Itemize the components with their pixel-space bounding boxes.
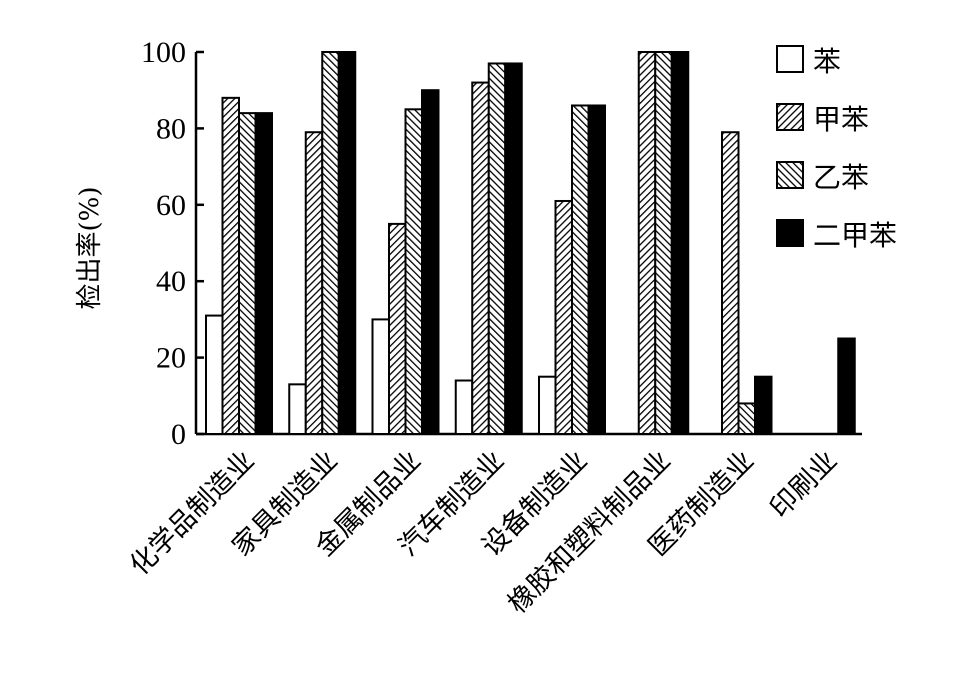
y-tick-label: 0 (171, 418, 186, 451)
legend-label: 苯 (813, 45, 841, 78)
x-tick-label: 化学品制造业 (124, 445, 260, 581)
bar (471, 81, 490, 435)
legend-swatch (776, 219, 804, 247)
bar (737, 402, 756, 436)
bar (504, 62, 523, 436)
bar (571, 104, 590, 435)
legend-label: 甲苯 (813, 103, 869, 136)
bar (337, 51, 357, 435)
y-tick-label: 20 (156, 342, 186, 375)
bar (238, 112, 257, 436)
x-tick-label: 印刷业 (764, 445, 843, 524)
bar (288, 383, 307, 435)
bars (205, 51, 856, 436)
bar (721, 131, 740, 435)
legend-swatch (776, 161, 804, 189)
bar (637, 51, 657, 435)
bar (487, 62, 507, 436)
bar (670, 51, 690, 435)
y-tick-label: 40 (156, 265, 186, 298)
y-axis-label: 检出率(%) (75, 187, 105, 310)
y-tick-label: 100 (141, 36, 186, 69)
bar (304, 131, 324, 435)
y-tick-label: 80 (156, 112, 186, 145)
bar (754, 375, 773, 436)
legend-label: 二甲苯 (813, 219, 897, 252)
bar (587, 104, 606, 435)
category-labels: 化学品制造业家具制造业金属制品业汽车制造业设备制造业橡胶和塑料制品业医药制造业印… (124, 445, 843, 620)
bar (254, 112, 273, 436)
bar (454, 379, 474, 435)
bar (388, 222, 407, 435)
bar (538, 375, 557, 436)
bar (221, 96, 240, 435)
legend-swatch (776, 103, 804, 131)
bar (371, 318, 390, 435)
bar (837, 337, 856, 435)
legend-label: 乙苯 (813, 161, 869, 194)
legend-swatch (776, 45, 804, 73)
bar (321, 51, 340, 435)
bar (404, 108, 423, 436)
bar (654, 51, 673, 435)
bar (554, 199, 573, 435)
y-axis: 0 20 40 60 80 100 (141, 36, 204, 451)
bar (205, 314, 224, 435)
y-tick-label: 60 (156, 189, 186, 222)
bar (421, 89, 440, 435)
